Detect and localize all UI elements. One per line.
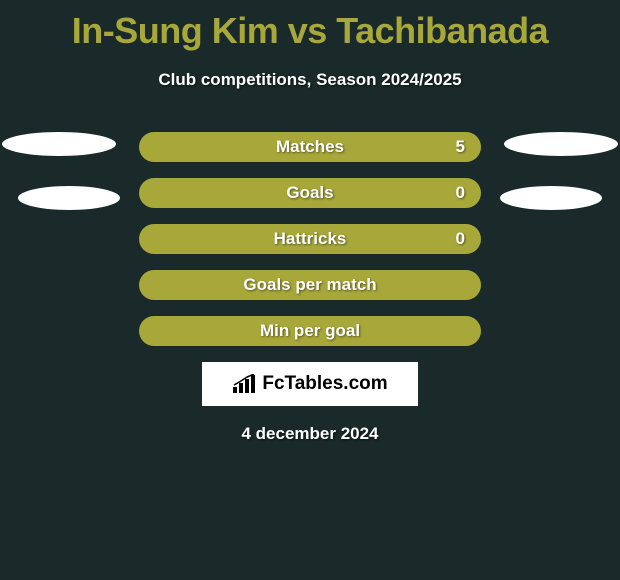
stat-row-min-per-goal: Min per goal (139, 316, 481, 346)
logo-text: FcTables.com (232, 373, 387, 395)
page-title: In-Sung Kim vs Tachibanada (0, 0, 620, 52)
stat-row-matches: Matches 5 (139, 132, 481, 162)
stat-label: Goals per match (243, 275, 376, 295)
stat-row-hattricks: Hattricks 0 (139, 224, 481, 254)
decor-ellipse-right-2 (500, 186, 602, 210)
bar-chart-icon (232, 374, 258, 394)
stat-row-goals: Goals 0 (139, 178, 481, 208)
stat-value: 0 (456, 183, 465, 203)
stat-label: Min per goal (260, 321, 360, 341)
logo-box[interactable]: FcTables.com (202, 362, 418, 406)
stat-row-goals-per-match: Goals per match (139, 270, 481, 300)
date-label: 4 december 2024 (0, 424, 620, 444)
stat-value: 0 (456, 229, 465, 249)
stats-container: Matches 5 Goals 0 Hattricks 0 Goals per … (0, 132, 620, 346)
subtitle: Club competitions, Season 2024/2025 (0, 70, 620, 90)
decor-ellipse-left-1 (2, 132, 116, 156)
decor-ellipse-left-2 (18, 186, 120, 210)
decor-ellipse-right-1 (504, 132, 618, 156)
logo-label: FcTables.com (262, 373, 387, 395)
stat-label: Hattricks (274, 229, 347, 249)
stat-value: 5 (456, 137, 465, 157)
stat-label: Goals (286, 183, 333, 203)
stat-label: Matches (276, 137, 344, 157)
